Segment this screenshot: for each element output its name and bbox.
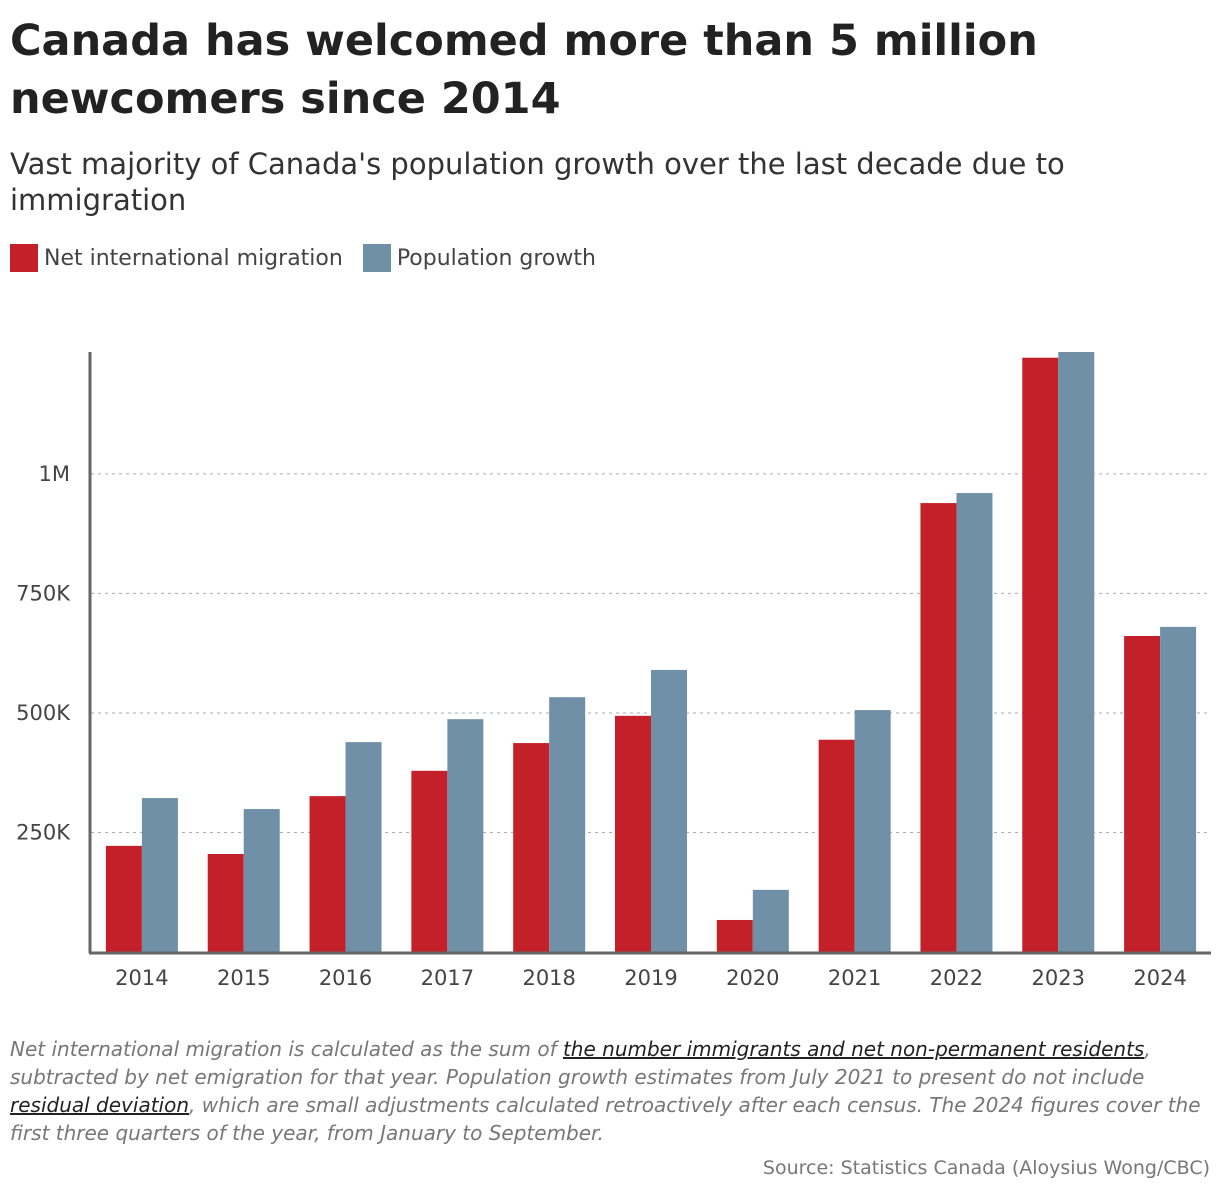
x-tick-label: 2019: [624, 966, 677, 990]
x-tick-label: 2022: [930, 966, 983, 990]
bar: [447, 719, 484, 952]
bar: [105, 845, 142, 952]
legend: Net international migration Population gr…: [10, 244, 596, 272]
bar: [1160, 626, 1197, 952]
bar: [141, 798, 178, 952]
source: Source: Statistics Canada (Aloysius Wong…: [762, 1157, 1210, 1179]
bar: [956, 493, 993, 952]
bar: [615, 715, 651, 952]
note-text: , which are small adjustments calculated…: [10, 1093, 1201, 1145]
x-tick-label: 2016: [319, 966, 372, 990]
footnote: Net international migration is calculate…: [10, 1035, 1210, 1147]
legend-label: Population growth: [396, 245, 596, 271]
x-tick-label: 2024: [1133, 966, 1186, 990]
note-text: Net international migration is calculate…: [10, 1037, 563, 1061]
bar: [243, 809, 280, 952]
bar: [1058, 352, 1095, 952]
legend-swatch: [362, 244, 391, 272]
note-text: , subtracted by net emigration for that …: [10, 1037, 1151, 1089]
bar: [1124, 635, 1161, 952]
y-tick-label: 1M: [39, 462, 70, 486]
bar: [207, 853, 244, 952]
bar: [651, 669, 687, 952]
legend-label: Net international migration: [44, 245, 343, 271]
y-tick-label: 250K: [16, 820, 71, 844]
bar: [549, 697, 586, 952]
y-tick-label: 750K: [16, 581, 71, 605]
bar: [818, 739, 855, 952]
chart-subtitle: Vast majority of Canada's population gro…: [10, 147, 1065, 217]
bar: [752, 889, 789, 952]
bar: [411, 770, 448, 952]
legend-item: Net international migration: [10, 244, 343, 272]
x-tick-label: 2023: [1032, 966, 1085, 990]
bar: [1022, 357, 1059, 952]
x-tick-label: 2017: [421, 966, 474, 990]
chart-title: Canada has welcomed more than 5 million …: [10, 16, 1038, 124]
legend-swatch: [10, 244, 38, 272]
x-tick-label: 2018: [522, 966, 575, 990]
legend-item: Population growth: [362, 244, 596, 272]
bar: [309, 796, 346, 952]
bar: [920, 503, 957, 952]
note-link[interactable]: residual deviation: [10, 1093, 190, 1117]
bar: [345, 742, 382, 952]
note-link[interactable]: the number immigrants and net non-perman…: [562, 1037, 1145, 1061]
x-tick-label: 2020: [726, 966, 779, 990]
bar: [513, 743, 550, 952]
y-tick-label: 500K: [16, 701, 71, 725]
bar: [854, 710, 891, 952]
x-tick-label: 2015: [217, 966, 270, 990]
bar: [716, 919, 753, 952]
x-tick-label: 2021: [828, 966, 881, 990]
x-tick-label: 2014: [115, 966, 168, 990]
